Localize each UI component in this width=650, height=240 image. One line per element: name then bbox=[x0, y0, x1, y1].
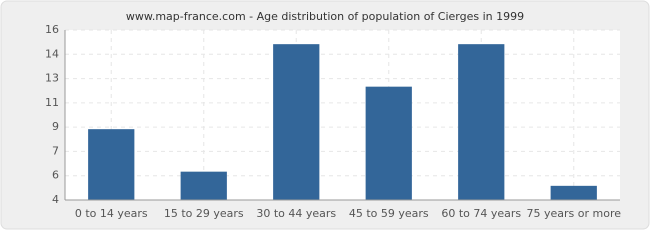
x-tick-label: 15 to 29 years bbox=[164, 207, 244, 220]
x-tick-label: 45 to 59 years bbox=[349, 207, 429, 220]
y-tick-label: 13 bbox=[45, 72, 59, 85]
y-tick-label: 4 bbox=[52, 193, 59, 206]
x-tick-label: 60 to 74 years bbox=[441, 207, 521, 220]
bar bbox=[273, 44, 320, 200]
x-tick-label: 30 to 44 years bbox=[256, 207, 336, 220]
page: www.map-france.com - Age distribution of… bbox=[0, 0, 650, 230]
x-tick-label: 0 to 14 years bbox=[75, 207, 148, 220]
bar bbox=[550, 185, 597, 200]
bar bbox=[180, 171, 227, 200]
y-tick-label: 11 bbox=[45, 96, 59, 109]
bar bbox=[365, 86, 412, 200]
y-tick-label: 6 bbox=[52, 169, 59, 182]
x-tick-label: 75 years or more bbox=[526, 207, 621, 220]
y-tick-label: 9 bbox=[52, 120, 59, 133]
plot-area bbox=[65, 30, 620, 200]
chart: www.map-france.com - Age distribution of… bbox=[0, 0, 650, 230]
y-tick-label: 7 bbox=[52, 144, 59, 157]
y-tick-label: 14 bbox=[45, 47, 59, 60]
bar bbox=[458, 44, 505, 200]
chart-title: www.map-france.com - Age distribution of… bbox=[126, 10, 524, 23]
bar bbox=[88, 129, 135, 200]
y-tick-label: 16 bbox=[45, 23, 59, 36]
